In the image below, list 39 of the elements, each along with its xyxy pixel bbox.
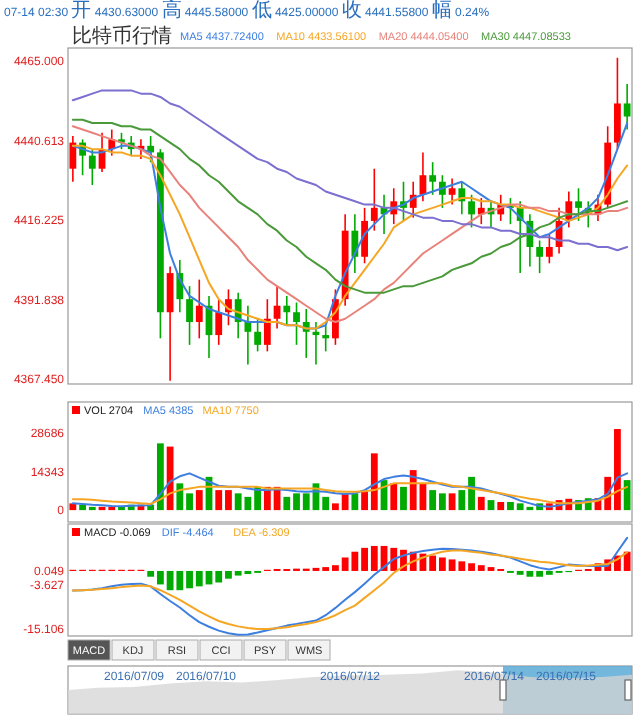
- bar: [166, 446, 174, 511]
- bar: [351, 493, 359, 511]
- candlestick: [448, 177, 456, 206]
- bar: [69, 503, 77, 511]
- bar: [477, 496, 485, 511]
- candlestick: [186, 285, 193, 346]
- candlestick: [166, 265, 174, 382]
- candlestick: [69, 135, 77, 183]
- bar: [390, 483, 398, 511]
- candlestick: [195, 278, 203, 340]
- bar: [195, 490, 203, 511]
- bar: [497, 502, 505, 511]
- candlestick: [322, 324, 330, 353]
- candlestick: [88, 148, 96, 186]
- chart-subtitle: 比特币行情: [72, 24, 172, 48]
- candlestick: [468, 194, 475, 229]
- candlestick: [263, 298, 271, 353]
- line-series: [71, 482, 629, 505]
- line-series: [71, 118, 629, 294]
- candlestick: [545, 233, 553, 265]
- candlestick: [283, 295, 291, 327]
- candlestick: [536, 239, 544, 274]
- candlestick: [215, 298, 223, 346]
- bar: [448, 493, 456, 511]
- candlestick: [429, 161, 437, 196]
- candlestick: [575, 187, 582, 222]
- bar: [623, 480, 631, 511]
- candlestick: [351, 213, 359, 274]
- candlestick: [244, 304, 252, 366]
- bar: [400, 486, 407, 511]
- candlestick: [370, 167, 378, 232]
- candlestick: [614, 56, 621, 150]
- candlestick: [623, 83, 631, 131]
- candlestick: [293, 301, 300, 346]
- candlestick: [361, 207, 368, 265]
- line-series: [71, 472, 629, 508]
- candlestick: [254, 317, 262, 353]
- line-series: [71, 549, 629, 631]
- line-series: [71, 89, 629, 252]
